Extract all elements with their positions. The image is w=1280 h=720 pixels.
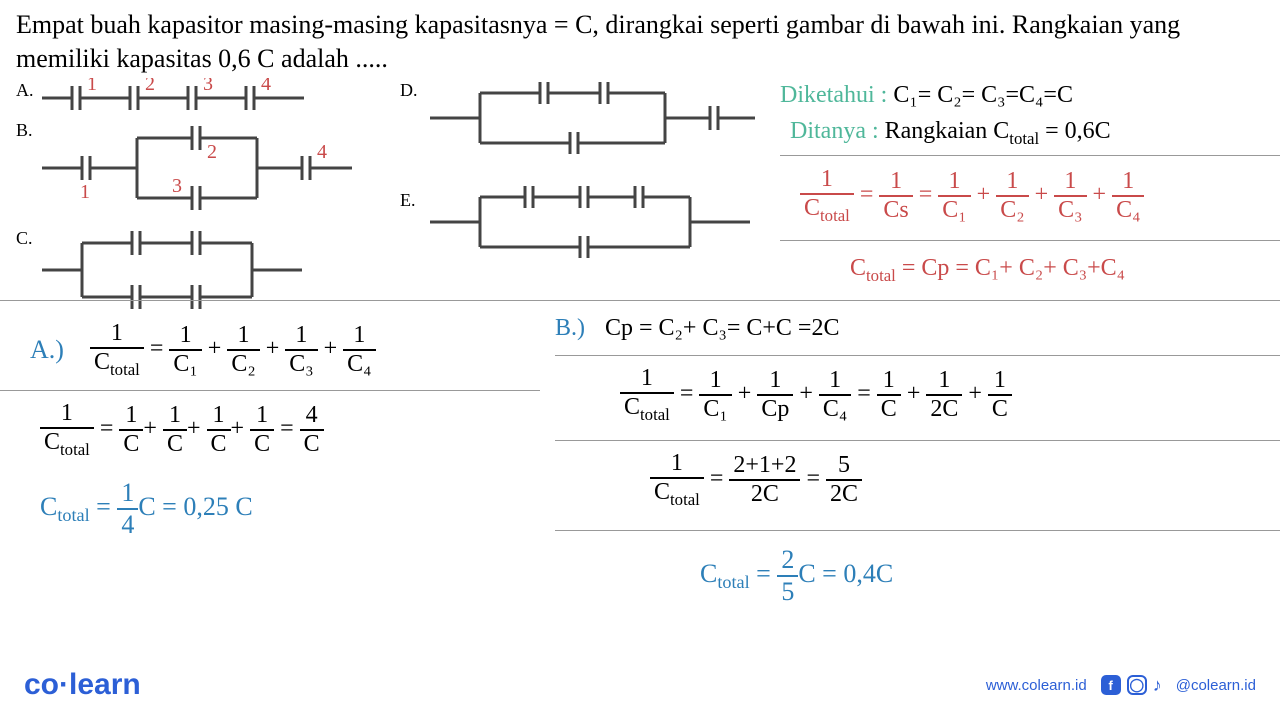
cap-b3-label: 3: [172, 175, 182, 197]
instagram-icon: ◯: [1127, 675, 1147, 695]
circuit-c: [42, 225, 342, 315]
series-formula: 1Ctotal = 1Cs = 1C₁ + 1C₂ + 1C₃ + 1C₄: [800, 166, 1144, 226]
question-text: Empat buah kapasitor masing-masing kapas…: [16, 8, 1264, 76]
circuit-d: [430, 78, 760, 158]
facebook-icon: f: [1101, 675, 1121, 695]
option-e-label: E.: [400, 190, 416, 211]
cap-b1-label: 1: [80, 181, 90, 203]
cap-b2-label: 2: [207, 141, 217, 163]
option-c-label: C.: [16, 228, 33, 249]
option-b-label: B.: [16, 120, 33, 141]
cap-b4-label: 4: [317, 141, 327, 163]
tiktok-icon: ♪: [1153, 675, 1162, 696]
cap-a1-label: 1: [87, 78, 97, 95]
part-b-line1: 1Ctotal = 1C₁ + 1Cp + 1C₄ = 1C + 12C + 1…: [620, 365, 1012, 425]
asked-row: Ditanya : Rangkaian Ctotal = 0,6C: [790, 118, 1111, 149]
part-a-line2: 1Ctotal = 1C+ 1C+ 1C+ 1C = 4C: [40, 400, 324, 460]
part-a-line1: 1Ctotal = 1C₁ + 1C₂ + 1C₃ + 1C₄: [90, 320, 376, 380]
footer-handle: @colearn.id: [1176, 677, 1256, 694]
footer: co·learn www.colearn.id f ◯ ♪ @colearn.i…: [24, 668, 1256, 702]
cap-a2-label: 2: [145, 78, 155, 95]
parallel-formula: Ctotal = Cp = C₁+ C₂+ C₃+C₄: [850, 255, 1125, 286]
cap-a3-label: 3: [203, 78, 213, 95]
part-b-cp: Cp = C₂+ C₃= C+C =2C: [605, 315, 839, 342]
part-b-label: B.): [555, 315, 585, 342]
option-a-label: A.: [16, 80, 34, 101]
circuit-e: [430, 182, 760, 262]
part-a-label: A.): [30, 335, 64, 365]
option-d-label: D.: [400, 80, 418, 101]
given-value: C₁= C₂= C₃=C₄=C: [893, 82, 1073, 108]
part-a-result: Ctotal = 14C = 0,25 C: [40, 478, 253, 540]
asked-label: Ditanya :: [790, 118, 879, 144]
logo: co·learn: [24, 668, 141, 702]
asked-value: Rangkaian Ctotal = 0,6C: [885, 118, 1111, 144]
given-label: Diketahui :: [780, 82, 887, 108]
given-row: Diketahui : C₁= C₂= C₃=C₄=C: [780, 82, 1073, 109]
part-b-result: Ctotal = 25C = 0,4C: [700, 545, 893, 607]
circuit-a: 1 2 3 4: [42, 78, 342, 114]
footer-url: www.colearn.id: [986, 677, 1087, 694]
part-b-line2: 1Ctotal = 2+1+22C = 52C: [650, 450, 862, 510]
circuit-b: 1 2 3 4: [42, 120, 362, 215]
cap-a4-label: 4: [261, 78, 271, 95]
